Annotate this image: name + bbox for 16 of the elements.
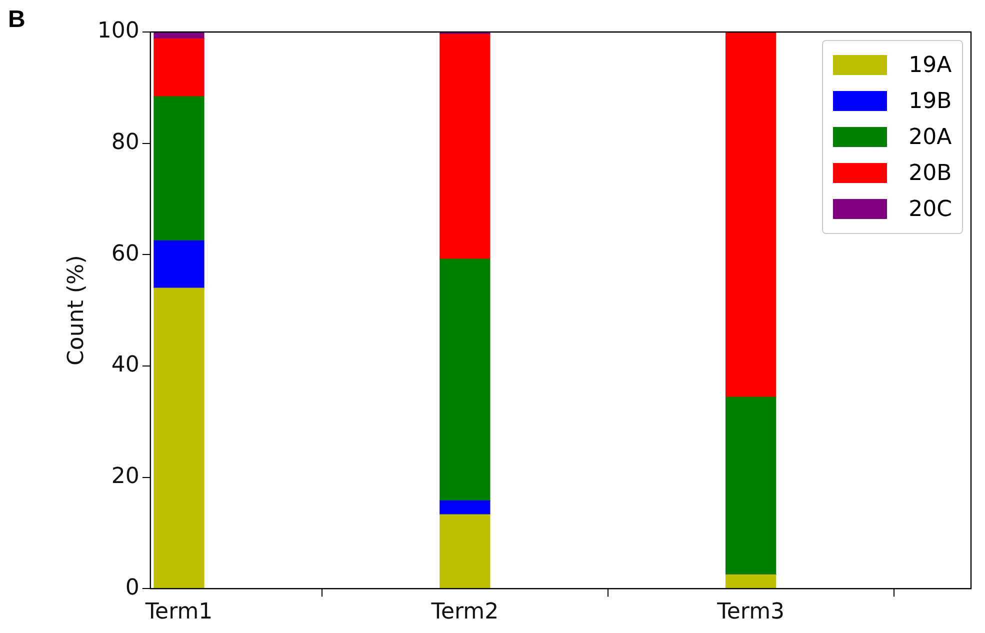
y-axis-title: Count (%) bbox=[64, 255, 89, 366]
text: B bbox=[8, 6, 26, 34]
y-tick-label: 60 bbox=[111, 241, 140, 266]
legend-label: 19B bbox=[908, 88, 952, 114]
y-tick-label: 40 bbox=[111, 352, 140, 378]
y-tick-label: 80 bbox=[111, 130, 140, 156]
y-tick-label: 20 bbox=[111, 464, 140, 489]
x-tick-label: Term2 bbox=[430, 600, 499, 625]
y-tick-label: 0 bbox=[125, 575, 140, 600]
x-tick-label: Term3 bbox=[716, 600, 784, 625]
legend-label: 20C bbox=[908, 196, 952, 222]
legend-label: 20A bbox=[908, 124, 952, 150]
legend-label: 20B bbox=[908, 160, 952, 186]
legend-label: 19A bbox=[908, 52, 952, 78]
y-tick-label: 100 bbox=[97, 18, 140, 44]
x-tick-label: Term1 bbox=[144, 600, 213, 625]
